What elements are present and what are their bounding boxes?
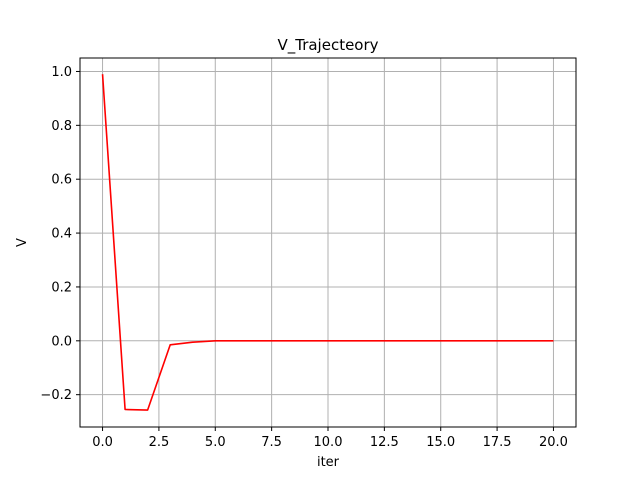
- x-tick-label: 17.5: [483, 435, 512, 450]
- x-tick-label: 0.0: [92, 435, 113, 450]
- x-axis-label: iter: [317, 455, 340, 470]
- x-tick-label: 5.0: [205, 435, 226, 450]
- y-axis-label: V: [15, 238, 30, 247]
- y-tick-label: 0.0: [51, 334, 72, 349]
- ticks: 0.0 2.5 5.0 7.5 10.0 12.5 15.0 17.5 20.0 −0.2 0.0 0…: [40, 65, 568, 450]
- x-tick-label: 2.5: [149, 435, 170, 450]
- y-tick-label: −0.2: [40, 388, 72, 403]
- y-tick-label: 0.4: [51, 227, 72, 242]
- x-tick-label: 20.0: [539, 435, 568, 450]
- y-tick-label: 0.2: [51, 280, 72, 295]
- x-tick-label: 12.5: [370, 435, 399, 450]
- x-tick-label: 10.0: [314, 435, 343, 450]
- y-tick-label: 0.6: [51, 173, 72, 188]
- x-tick-label: 15.0: [426, 435, 455, 450]
- grid: [80, 58, 576, 427]
- x-tick-label: 7.5: [261, 435, 282, 450]
- series-layer: [101, 74, 554, 411]
- y-tick-label: 1.0: [51, 65, 72, 80]
- series-line: [101, 74, 554, 411]
- y-tick-label: 0.8: [51, 119, 72, 134]
- chart-title: V_Trajecteory: [277, 36, 378, 55]
